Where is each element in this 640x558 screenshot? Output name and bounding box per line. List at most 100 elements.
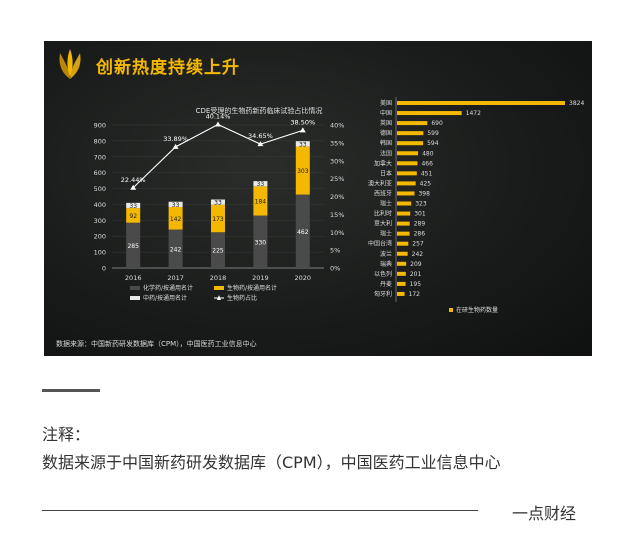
y2-tick-label: 20% — [330, 193, 344, 201]
x-tick-label: 2020 — [295, 274, 312, 282]
share-label: 22.44% — [121, 176, 146, 184]
country-value-label: 690 — [431, 120, 443, 127]
y-tick-label: 800 — [94, 137, 106, 145]
share-label: 33.89% — [163, 135, 188, 143]
country-value-label: 257 — [412, 241, 424, 248]
country-label: 比利时 — [374, 210, 392, 218]
country-value-label: 466 — [421, 160, 433, 167]
country-label: 法国 — [380, 149, 392, 157]
legend-swatch — [130, 286, 140, 290]
country-label: 意大利 — [374, 220, 392, 228]
slide-title: 创新热度持续上升 — [96, 58, 240, 78]
share-label: 40.14% — [206, 112, 231, 120]
country-bar — [397, 121, 428, 126]
country-value-label: 172 — [409, 291, 421, 298]
country-value-label: 594 — [427, 140, 439, 147]
x-tick-label: 2016 — [125, 274, 142, 282]
y-tick-label: 0 — [102, 265, 106, 273]
country-value-label: 286 — [414, 231, 426, 238]
country-bar — [397, 251, 408, 256]
chart-slide: 创新热度持续上升 CDE受理的生物药新药临床试验占比情况 0 100 200 300 4… — [44, 41, 592, 356]
bar-segment — [168, 206, 183, 230]
country-bar — [397, 181, 416, 186]
x-tick-label: 2018 — [210, 274, 227, 282]
bar-segment — [295, 194, 310, 268]
slide-footnote: 数据来源：中国新药研发数据库（CPM），中国医药工业信息中心 — [56, 340, 257, 348]
y2-tick-label: 15% — [330, 211, 344, 219]
y-tick-label: 200 — [94, 233, 106, 241]
country-bar — [397, 111, 462, 116]
country-label: 中国台湾 — [368, 240, 392, 248]
legend-swatch — [130, 296, 140, 300]
country-value-label: 599 — [427, 130, 439, 137]
country-label: 日本 — [380, 169, 392, 177]
country-label: 韩国 — [380, 139, 392, 147]
country-label: 中国 — [380, 109, 392, 117]
country-label: 以色列 — [374, 270, 392, 278]
country-bar — [397, 211, 411, 216]
share-marker — [130, 184, 137, 190]
country-value-label: 425 — [420, 180, 432, 187]
country-value-label: 398 — [418, 190, 430, 197]
country-bar — [397, 141, 424, 146]
legend-swatch — [214, 286, 224, 290]
y2-tick-label: 40% — [330, 122, 344, 130]
y-tick-label: 100 — [94, 249, 106, 257]
y2-tick-label: 30% — [330, 157, 344, 165]
bar-segment — [168, 229, 183, 268]
y-tick-label: 600 — [94, 169, 106, 177]
country-value-label: 1472 — [466, 110, 481, 117]
note-body: 数据来源于中国新药研发数据库（CPM），中国医药工业信息中心 — [42, 453, 501, 472]
country-bar — [397, 241, 409, 246]
country-value-label: 451 — [421, 170, 433, 177]
country-value-label: 3824 — [569, 100, 584, 107]
share-marker — [215, 121, 221, 127]
country-label: 西班牙 — [374, 189, 392, 197]
legend-label: 生物药占比 — [227, 294, 257, 302]
charts-svg: CDE受理的生物药新药临床试验占比情况 0 100 200 300 400 500 600 7… — [94, 97, 584, 314]
y2-tick-label: 35% — [330, 139, 344, 147]
y-tick-label: 700 — [94, 153, 106, 161]
country-bar — [397, 201, 412, 206]
legend-label: 生物药/按通用名计 — [227, 284, 277, 292]
share-label: 38.50% — [290, 118, 315, 126]
country-value-label: 323 — [415, 201, 427, 208]
bar-segment — [211, 232, 225, 268]
legend-label: 在研生物药数量 — [456, 306, 498, 314]
bar-segment — [211, 204, 225, 233]
country-value-label: 301 — [414, 211, 426, 218]
bar-value-label: 33 — [172, 202, 180, 209]
country-value-label: 289 — [414, 221, 426, 228]
bar-value-label: 33 — [214, 200, 222, 207]
bar-value-label: 92 — [129, 213, 137, 220]
country-value-label: 480 — [422, 150, 434, 157]
country-value-label: 201 — [410, 271, 422, 278]
x-tick-label: 2019 — [252, 274, 269, 282]
country-bar — [397, 161, 418, 166]
bar-segment — [295, 146, 310, 195]
note-heading: 注释： — [42, 425, 91, 444]
left-chart-title: CDE受理的生物药新药临床试验占比情况 — [196, 106, 323, 115]
bar-segment — [126, 208, 141, 223]
country-label: 波兰 — [380, 250, 392, 258]
bar-value-label: 33 — [257, 181, 265, 188]
bar-segment — [211, 199, 225, 205]
bar-value-label: 225 — [212, 248, 224, 255]
y-tick-label: 400 — [94, 201, 106, 209]
bar-value-label: 33 — [129, 203, 137, 210]
country-value-label: 195 — [410, 281, 422, 288]
bar-value-label: 285 — [127, 243, 139, 250]
y2-tick-label: 0% — [330, 265, 340, 273]
country-bar — [397, 291, 405, 296]
bar-segment — [126, 202, 141, 209]
country-label: 匈牙利 — [374, 290, 392, 298]
wheat-logo-icon — [59, 49, 81, 79]
country-value-label: 209 — [410, 261, 422, 268]
bar-value-label: 184 — [255, 198, 267, 205]
legend-swatch-marker — [217, 295, 221, 300]
bar-value-label: 33 — [299, 141, 307, 148]
bar-segment — [253, 186, 268, 216]
divider-short — [42, 389, 100, 392]
y2-tick-label: 25% — [330, 175, 344, 183]
country-label: 德国 — [380, 129, 392, 137]
